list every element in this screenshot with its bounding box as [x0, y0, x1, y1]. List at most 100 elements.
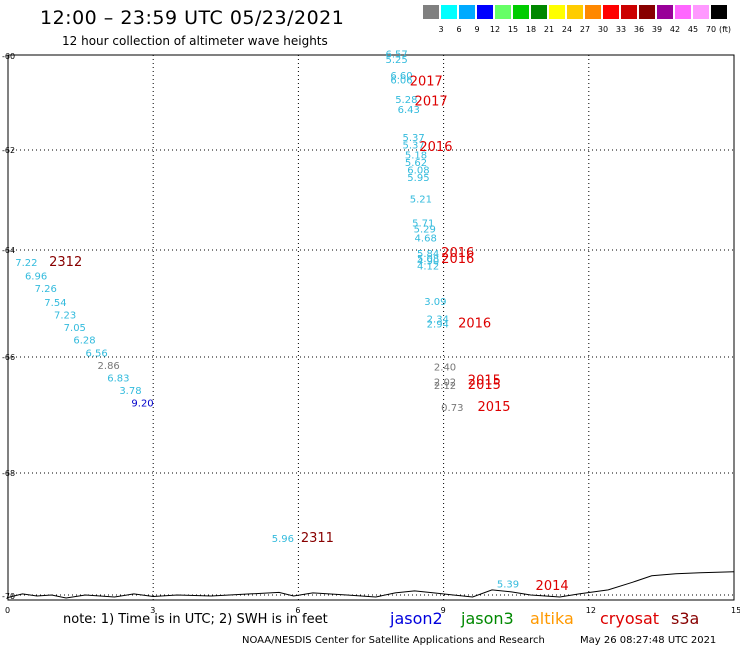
scale-label: 70: [705, 25, 717, 34]
satellite-name: altika: [530, 609, 574, 628]
scale-label: 42: [669, 25, 681, 34]
wave-height-reading: 2.94: [427, 320, 449, 331]
satellite-name: jason2: [390, 609, 443, 628]
satellite-name: cryosat: [600, 609, 660, 628]
scale-swatch: [621, 5, 637, 19]
scale-label: 36: [633, 25, 645, 34]
wave-height-reading: 4.68: [415, 234, 437, 245]
x-tick-label: 15: [731, 606, 740, 615]
wave-height-reading: 5.37: [402, 133, 424, 144]
scale-label: 18: [525, 25, 537, 34]
wave-height-reading: 6.83: [107, 373, 129, 384]
wave-height-reading: 5.18: [405, 150, 427, 161]
map-subtitle: 12 hour collection of altimeter wave hei…: [62, 34, 328, 48]
track-time-label: 2017: [410, 74, 443, 89]
scale-label: (ft): [718, 25, 732, 34]
scale-swatch: [459, 5, 475, 19]
track-time-label: 2016: [441, 246, 474, 261]
y-tick-label: -62: [2, 146, 15, 155]
scale-label: 12: [489, 25, 501, 34]
scale-label: 9: [474, 25, 480, 34]
wave-height-reading: 2.02: [434, 378, 456, 389]
wave-height-reading: 5.37: [402, 140, 424, 151]
scale-swatch: [639, 5, 655, 19]
x-tick-label: 12: [586, 606, 596, 615]
wave-height-reading: 6.28: [73, 336, 95, 347]
wave-height-reading: 7.22: [15, 258, 37, 269]
wave-height-reading: 6.56: [85, 348, 107, 359]
wave-height-reading: 6.08: [407, 166, 429, 177]
wave-height-reading: 7.54: [44, 298, 66, 309]
scale-label: 6: [456, 25, 462, 34]
track-time-label: 2015: [477, 400, 510, 415]
wave-height-reading: 5.95: [407, 173, 429, 184]
scale-label: 33: [615, 25, 627, 34]
wave-height-reading: 5.71: [412, 219, 434, 230]
y-tick-label: -68: [2, 469, 15, 478]
scale-label: 39: [651, 25, 663, 34]
wave-height-reading: 5.39: [497, 579, 519, 590]
track-time-label: 2016: [419, 140, 452, 155]
scale-swatch: [513, 5, 529, 19]
wave-height-reading: 5.62: [405, 158, 427, 169]
timestamp-text: May 26 08:27:48 UTC 2021: [580, 635, 717, 646]
wave-height-reading: 0.73: [441, 403, 463, 414]
scale-swatch: [477, 5, 493, 19]
track-time-label: 2312: [49, 255, 82, 270]
wave-height-reading: 2.40: [434, 362, 456, 373]
scale-swatch: [549, 5, 565, 19]
wave-height-reading: 6.43: [398, 105, 420, 116]
wave-height-reading: 7.23: [54, 310, 76, 321]
wave-height-reading: 5.29: [414, 225, 436, 236]
track-time-label: 2015: [468, 378, 501, 393]
wave-height-reading: 6.06: [390, 75, 412, 86]
scale-swatch: [603, 5, 619, 19]
wave-height-reading: 5.28: [395, 95, 417, 106]
coastline: [7, 571, 735, 599]
wave-height-reading: 5.84: [417, 249, 439, 260]
scale-label: 3: [438, 25, 444, 34]
y-tick-label: -64: [2, 246, 15, 255]
map-title: 12:00 – 23:59 UTC 05/23/2021: [40, 7, 345, 29]
x-tick-label: 9: [441, 606, 446, 615]
wave-height-reading: 9.20: [131, 399, 153, 410]
wave-height-reading: 3.78: [119, 386, 141, 397]
wave-height-reading: 2.34: [427, 314, 449, 325]
x-tick-label: 0: [5, 606, 10, 615]
scale-label: 45: [687, 25, 699, 34]
scale-swatch: [495, 5, 511, 19]
scale-label: 24: [561, 25, 573, 34]
scale-label: 30: [597, 25, 609, 34]
wave-height-reading: 2.12: [434, 381, 456, 392]
scale-swatch: [531, 5, 547, 19]
track-time-label: 2015: [468, 374, 501, 389]
scale-swatch: [657, 5, 673, 19]
scale-swatch: [567, 5, 583, 19]
x-tick-label: 3: [150, 606, 155, 615]
wave-height-reading: 4.90: [417, 256, 439, 267]
track-time-label: 2017: [415, 94, 448, 109]
scale-swatch: [585, 5, 601, 19]
scale-label: 27: [579, 25, 591, 34]
scale-swatch: [441, 5, 457, 19]
scale-label: 15: [507, 25, 519, 34]
track-time-label: 2311: [301, 531, 334, 546]
scale-swatch: [423, 5, 439, 19]
track-time-label: 2014: [536, 579, 569, 594]
track-time-label: 2016: [458, 317, 491, 332]
wave-height-reading: 7.05: [64, 323, 86, 334]
y-tick-label: -70: [2, 592, 15, 601]
x-tick-label: 6: [295, 606, 300, 615]
wave-height-reading: 6.96: [25, 272, 47, 283]
plot-frame: [7, 54, 735, 601]
scale-swatch: [693, 5, 709, 19]
scale-label: 21: [543, 25, 555, 34]
wave-height-reading: 4.12: [417, 261, 439, 272]
footer-note: note: 1) Time is in UTC; 2) SWH is in fe…: [63, 612, 328, 627]
wave-height-reading: 7.26: [35, 284, 57, 295]
y-tick-label: -66: [2, 353, 15, 362]
satellite-name: s3a: [671, 609, 700, 628]
wave-height-reading: 5.08: [417, 254, 439, 265]
